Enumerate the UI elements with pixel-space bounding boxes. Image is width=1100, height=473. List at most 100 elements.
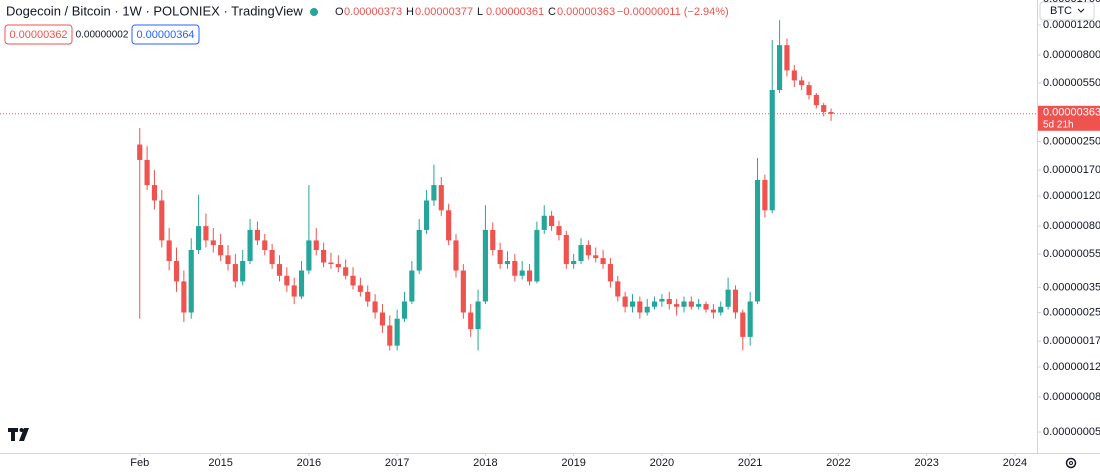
- candle-body: [196, 226, 202, 250]
- settings-button[interactable]: [1065, 457, 1077, 469]
- candle-body: [644, 306, 650, 313]
- candle-body: [210, 240, 216, 246]
- candle-body: [188, 249, 194, 313]
- ohlc-label: H: [406, 6, 414, 18]
- candle-body: [754, 179, 761, 302]
- candle-body: [600, 258, 606, 265]
- candle-body: [232, 264, 238, 282]
- y-tick-label: 0.00000005: [1043, 426, 1100, 438]
- candle-body: [438, 185, 444, 211]
- ohlc-change: −0.00000011 (−2.94%): [617, 6, 729, 18]
- candle-body: [777, 45, 783, 91]
- candle-body: [747, 301, 753, 337]
- x-tick-label: 2015: [208, 457, 232, 469]
- candle-body: [181, 281, 187, 313]
- candle-body: [166, 240, 172, 262]
- candle-body: [401, 301, 408, 319]
- buy-button[interactable]: [131, 24, 200, 45]
- candle-body: [762, 179, 768, 211]
- ohlc-legend: O 0.00000373 H 0.00000377 L 0.00000361 C 0.0000…: [335, 6, 729, 18]
- ohlc-label: C: [548, 6, 556, 18]
- candle-body: [423, 200, 430, 230]
- y-tick-label: 0.00000250: [1043, 135, 1100, 147]
- candle-body: [335, 264, 341, 268]
- candle-body: [460, 270, 466, 313]
- candle-body: [659, 298, 665, 302]
- y-tick-label: 0.00001200: [1043, 19, 1100, 31]
- candle-body: [681, 301, 687, 307]
- candle-body: [637, 301, 643, 313]
- x-tick-label: 2018: [473, 457, 497, 469]
- candle-body: [247, 229, 253, 262]
- candle-body: [350, 275, 356, 286]
- tradingview-logo: [8, 428, 29, 441]
- candle-body: [585, 245, 591, 256]
- x-tick-label: 2022: [826, 457, 850, 469]
- candle-body: [563, 234, 569, 265]
- candle-body: [504, 261, 511, 265]
- candle-body: [225, 255, 231, 265]
- candle-body: [732, 289, 739, 313]
- market-status[interactable]: [310, 8, 318, 16]
- candle-body: [453, 240, 459, 271]
- ohlc-value: 0.00000377: [415, 6, 473, 18]
- candle-body: [784, 45, 790, 71]
- candle-body: [365, 291, 371, 302]
- candle-body: [578, 245, 584, 262]
- candle-body: [607, 264, 614, 282]
- y-tick-label: 0.00000120: [1043, 190, 1100, 202]
- candle-body: [276, 264, 283, 276]
- currency: BTC: [1050, 5, 1072, 17]
- x-tick-label: 2023: [914, 457, 938, 469]
- candle-body: [218, 245, 224, 256]
- candle-body: [556, 226, 562, 235]
- candle-body: [446, 210, 452, 241]
- candle-body: [284, 275, 290, 286]
- x-tick-label: Feb: [130, 457, 149, 469]
- candle-body: [769, 90, 775, 211]
- candle-body: [615, 281, 621, 297]
- x-tick-label: 2017: [385, 457, 409, 469]
- candle-body: [674, 304, 680, 307]
- candle-body: [269, 249, 275, 265]
- candle-body: [622, 296, 628, 307]
- candle-body: [431, 185, 437, 201]
- candle-body: [791, 70, 797, 81]
- candle-body: [571, 261, 577, 265]
- spread: 0.00000002: [76, 30, 129, 41]
- y-tick-label: 0.00000055: [1043, 248, 1100, 260]
- currency-caret: [1077, 8, 1085, 13]
- candle-body: [534, 229, 540, 282]
- candle-body: [490, 229, 496, 250]
- ohlc-value: 0.00000361: [486, 6, 544, 18]
- ohlc-label: L: [477, 6, 483, 18]
- candle-body: [688, 301, 694, 307]
- candle-body: [409, 270, 415, 302]
- candle-body: [321, 249, 327, 263]
- candle-body: [298, 270, 305, 297]
- candle-body: [387, 325, 393, 346]
- candle-body: [137, 144, 143, 160]
- ohlc-value: 0.00000373: [344, 6, 402, 18]
- candle-body: [262, 240, 268, 250]
- ohlc-label: O: [335, 6, 344, 18]
- candle-body: [629, 301, 636, 307]
- candle-body: [379, 312, 386, 326]
- candle-body: [813, 94, 819, 106]
- chart-title: Dogecoin / Bitcoin · 1W · POLONIEX · Tra…: [6, 3, 303, 18]
- candle-body: [651, 301, 658, 307]
- y-tick-label: 0.00000800: [1043, 49, 1100, 61]
- x-tick-label: 2020: [650, 457, 674, 469]
- sell-button[interactable]: [4, 24, 73, 45]
- x-tick-label: 2019: [561, 457, 585, 469]
- currency-button[interactable]: [1039, 1, 1095, 21]
- candle-body: [159, 200, 165, 241]
- y-tick-label: 0.00000550: [1043, 77, 1100, 89]
- candle-body: [173, 261, 180, 282]
- candle-body: [541, 215, 547, 230]
- candle-body: [482, 229, 488, 302]
- plot-area: [137, 20, 834, 351]
- bid-price: 0.00000362: [9, 29, 67, 41]
